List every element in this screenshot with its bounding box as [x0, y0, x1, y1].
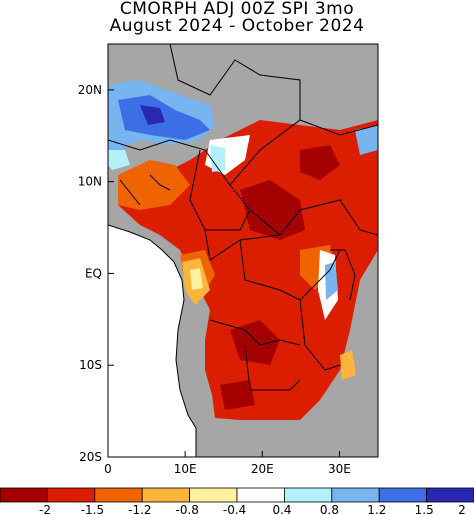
- lat-tick-label: 20S: [79, 450, 102, 464]
- legend-swatch: [236, 487, 285, 503]
- legend: -2 -1.5 -1.2 -0.8 -0.4 0.4 0.8 1.2 1.5 2: [0, 487, 474, 514]
- lat-tick-label: EQ: [85, 266, 102, 280]
- legend-swatch: [331, 487, 380, 503]
- legend-label: 0.8: [320, 503, 339, 514]
- legend-label: -2: [39, 503, 51, 514]
- map-canvas: [108, 44, 378, 457]
- lon-tick-label: 20E: [251, 462, 274, 476]
- lon-tick-label: 0: [104, 462, 112, 476]
- lat-tick-label: 10N: [78, 175, 102, 189]
- legend-label: 0.4: [272, 503, 291, 514]
- legend-label: 1.2: [367, 503, 386, 514]
- map-frame: [107, 43, 379, 458]
- lat-tick-label: 20N: [78, 83, 102, 97]
- legend-swatch: [189, 487, 238, 503]
- legend-label: -0.8: [176, 503, 199, 514]
- legend-label: -1.5: [81, 503, 104, 514]
- lon-axis: 0 10E 20E 30E: [104, 451, 351, 476]
- spi-field: [108, 80, 378, 420]
- legend-label: -1.2: [128, 503, 151, 514]
- legend-swatch: [283, 487, 333, 503]
- country-borders: [108, 44, 378, 391]
- legend-swatch: [378, 487, 428, 503]
- legend-label: 2: [458, 503, 466, 514]
- legend-swatch: [94, 487, 143, 503]
- legend-swatch: [426, 487, 474, 503]
- legend-label: 1.5: [415, 503, 434, 514]
- lat-tick-label: 10S: [79, 358, 102, 372]
- legend-swatch: [47, 487, 96, 503]
- lon-tick-label: 10E: [174, 462, 197, 476]
- legend-swatch: [0, 487, 48, 503]
- map-title: CMORPH ADJ 00Z SPI 3mo: [119, 0, 355, 19]
- coastline: [108, 224, 197, 457]
- lat-axis: 20N 10N EQ 10S 20S: [78, 83, 114, 464]
- legend-swatch: [141, 487, 190, 503]
- map-subtitle: August 2024 - October 2024: [109, 16, 365, 36]
- legend-label: -0.4: [223, 503, 246, 514]
- lon-tick-label: 30E: [328, 462, 351, 476]
